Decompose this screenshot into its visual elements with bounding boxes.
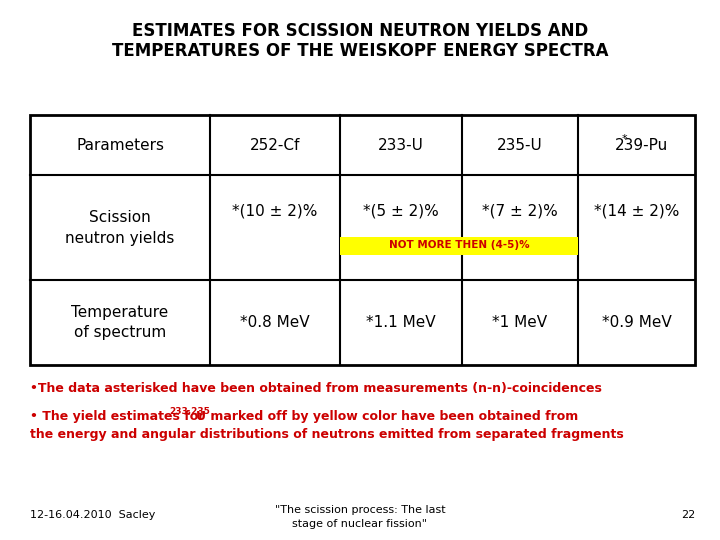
Text: Scission
neutron yields: Scission neutron yields (66, 210, 175, 246)
Text: "The scission process: The last: "The scission process: The last (275, 505, 445, 515)
Text: stage of nuclear fission": stage of nuclear fission" (292, 519, 428, 529)
Text: 239-Pu: 239-Pu (615, 138, 668, 152)
Text: *(5 ± 2)%: *(5 ± 2)% (363, 204, 439, 219)
Text: 235-U: 235-U (497, 138, 543, 152)
Text: *(10 ± 2)%: *(10 ± 2)% (233, 204, 318, 219)
Text: *1.1 MeV: *1.1 MeV (366, 315, 436, 330)
Text: 233-U: 233-U (378, 138, 424, 152)
Text: 252-Cf: 252-Cf (250, 138, 300, 152)
Text: U marked off by yellow color have been obtained from: U marked off by yellow color have been o… (196, 410, 578, 423)
Text: TEMPERATURES OF THE WEISKOPF ENERGY SPECTRA: TEMPERATURES OF THE WEISKOPF ENERGY SPEC… (112, 42, 608, 60)
Text: *(14 ± 2)%: *(14 ± 2)% (594, 204, 679, 219)
Text: *0.9 MeV: *0.9 MeV (602, 315, 671, 330)
Text: 233,235: 233,235 (169, 407, 210, 416)
Text: Temperature
of spectrum: Temperature of spectrum (71, 305, 168, 341)
Text: ESTIMATES FOR SCISSION NEUTRON YIELDS AND: ESTIMATES FOR SCISSION NEUTRON YIELDS AN… (132, 22, 588, 40)
Text: *(7 ± 2)%: *(7 ± 2)% (482, 204, 558, 219)
Bar (340, 237, 578, 254)
Text: *0.8 MeV: *0.8 MeV (240, 315, 310, 330)
Text: 22: 22 (680, 510, 695, 520)
Text: 12-16.04.2010  Sacley: 12-16.04.2010 Sacley (30, 510, 156, 520)
Text: the energy and angular distributions of neutrons emitted from separated fragment: the energy and angular distributions of … (30, 428, 624, 441)
Text: •The data asterisked have been obtained from measurements (n-n)-coincidences: •The data asterisked have been obtained … (30, 382, 602, 395)
Text: *1 MeV: *1 MeV (492, 315, 548, 330)
Text: Parameters: Parameters (76, 138, 164, 152)
Text: NOT MORE THEN (4-5)%: NOT MORE THEN (4-5)% (389, 240, 529, 251)
Text: • The yield estimates for: • The yield estimates for (30, 410, 209, 423)
Bar (30, 115, 695, 365)
Text: *: * (621, 134, 627, 144)
